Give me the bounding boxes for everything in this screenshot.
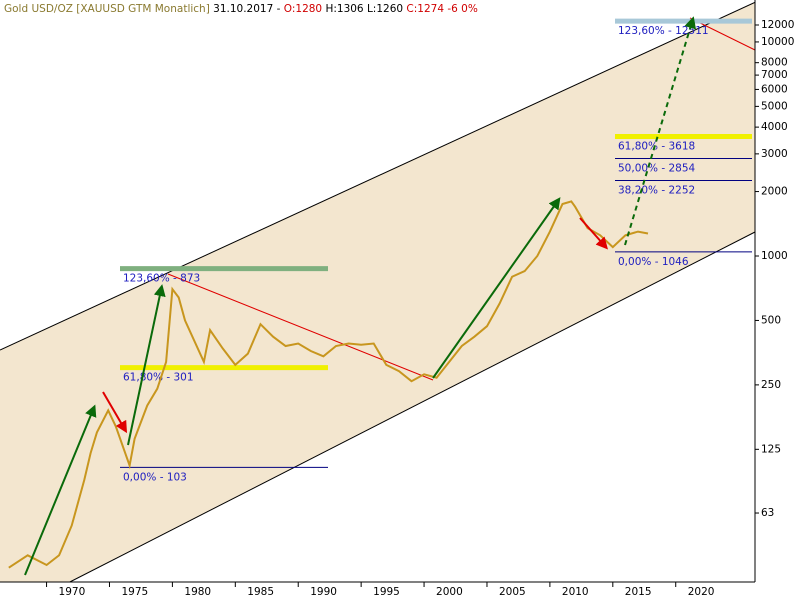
arrow [102, 391, 128, 434]
x-tick-label: 1985 [247, 586, 274, 598]
channel-lower [59, 231, 756, 588]
retracement-label: 61,80% - 301 [123, 372, 194, 384]
x-tick-label: 1995 [373, 586, 400, 598]
x-tick-label: 1990 [310, 586, 337, 598]
date: 31.10.2017 [213, 3, 274, 15]
arrow [624, 16, 697, 246]
instrument: Gold USD/OZ [XAUUSD GTM Monatlich] [4, 3, 210, 15]
x-tick-label: 1975 [121, 586, 148, 598]
x-tick-label: 2015 [625, 586, 652, 598]
y-tick-label: 7000 [761, 69, 788, 81]
y-tick-label: 2000 [761, 186, 788, 198]
x-axis-area [0, 582, 800, 600]
x-tick-label: 2010 [562, 586, 589, 598]
change: -6 0% [447, 3, 478, 15]
y-tick-label: 8000 [761, 57, 788, 69]
y-axis-area [755, 0, 800, 600]
x-tick-label: 1970 [59, 586, 86, 598]
y-tick-label: 5000 [761, 100, 788, 112]
x-tick-label: 2020 [688, 586, 715, 598]
y-tick-label: 500 [761, 314, 781, 326]
y-tick-label: 63 [761, 507, 774, 519]
retracement-label: 38,20% - 2252 [618, 185, 695, 197]
y-tick-label: 1000 [761, 250, 788, 262]
arrow [127, 284, 166, 446]
retracement-label: 123,60% - 12511 [618, 25, 709, 37]
x-tick-label: 2000 [436, 586, 463, 598]
arrow [432, 197, 561, 379]
channel-upper [0, 0, 761, 351]
retracement-label: 0,00% - 103 [123, 471, 187, 483]
retracement-label: 0,00% - 1046 [618, 256, 689, 268]
y-tick-label: 3000 [761, 148, 788, 160]
trend-line [167, 273, 434, 381]
arrow [579, 217, 608, 250]
y-tick-label: 4000 [761, 121, 788, 133]
x-tick-label: 1980 [184, 586, 211, 598]
arrow [24, 404, 97, 576]
high: H:1306 [325, 3, 364, 15]
retracement-label: 61,80% - 3618 [618, 140, 695, 152]
retracement-label: 123,60% - 873 [123, 273, 200, 285]
close: C:1274 [406, 3, 444, 15]
y-tick-label: 125 [761, 443, 781, 455]
y-tick-label: 10000 [761, 36, 794, 48]
y-tick-label: 250 [761, 379, 781, 391]
y-tick-label: 12000 [761, 19, 794, 31]
x-tick-label: 2005 [499, 586, 526, 598]
low: L:1260 [366, 3, 404, 15]
open: O:1280 [283, 3, 323, 15]
channel-fill [0, 0, 760, 582]
retracement-label: 50,00% - 2854 [618, 163, 696, 175]
y-tick-label: 6000 [761, 83, 788, 95]
header: Gold USD/OZ [XAUUSD GTM Monatlich] 31.10… [4, 3, 478, 15]
